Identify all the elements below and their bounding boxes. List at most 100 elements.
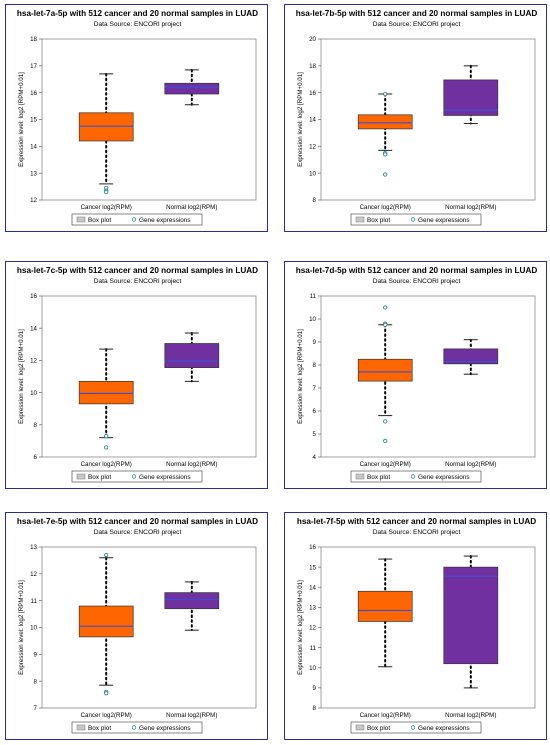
chart-subtitle: Data Source: ENCORI project	[373, 278, 461, 285]
y-tick-label: 8	[313, 705, 317, 712]
legend-box	[71, 213, 203, 226]
y-tick-label: 8	[34, 678, 38, 685]
y-tick-label: 10	[30, 625, 37, 632]
normal-category-label: Normal log2(RPM)	[445, 204, 496, 211]
legend-gene-expr-swatch	[131, 474, 137, 479]
y-tick-label: 6	[34, 454, 38, 461]
cancer-box	[78, 380, 134, 405]
cancer-category-label: Cancer log2(RPM)	[81, 712, 132, 719]
legend-gene-expr-label: Gene expressions	[418, 725, 470, 732]
y-tick-label: 16	[30, 90, 37, 97]
normal-category-label: Normal log2(RPM)	[166, 204, 217, 211]
chart-subtitle: Data Source: ENCORI project	[373, 21, 461, 28]
legend-box-plot-label: Box plot	[367, 217, 390, 224]
y-tick-label: 12	[30, 571, 37, 578]
normal-box	[164, 343, 220, 368]
chart-svg: hsa-let-7e-5p with 512 cancer and 20 nor…	[17, 517, 258, 734]
chart-panel-let-7e: hsa-let-7e-5p with 512 cancer and 20 nor…	[5, 512, 268, 740]
y-tick-label: 10	[309, 665, 316, 672]
chart-svg: hsa-let-7c-5p with 512 cancer and 20 nor…	[17, 266, 258, 483]
cancer-outlier-point	[104, 445, 109, 450]
legend-box-plot-label: Box plot	[88, 474, 111, 481]
y-tick-label: 12	[30, 197, 37, 204]
y-tick-label: 7	[313, 385, 317, 392]
normal-box	[443, 348, 499, 365]
cancer-box	[357, 590, 413, 622]
legend-gene-expr-swatch	[131, 217, 137, 222]
y-axis-label: Expression level: log2 [RPM+0.01]	[297, 72, 304, 167]
legend-box-plot-swatch	[76, 216, 86, 223]
y-tick-label: 14	[309, 584, 316, 591]
legend-box-plot-label: Box plot	[367, 474, 390, 481]
cancer-outlier-point	[383, 91, 388, 97]
y-tick-label: 10	[309, 316, 316, 323]
legend-box-plot-swatch	[355, 216, 365, 223]
chart-panel-let-7b: hsa-let-7b-5p with 512 cancer and 20 nor…	[284, 4, 547, 232]
legend-gene-expr-label: Gene expressions	[139, 725, 191, 732]
chart-title: hsa-let-7c-5p with 512 cancer and 20 nor…	[17, 266, 258, 275]
plot-area	[320, 295, 536, 458]
chart-title: hsa-let-7a-5p with 512 cancer and 20 nor…	[17, 9, 258, 18]
y-tick-label: 6	[313, 408, 317, 415]
chart-svg: hsa-let-7b-5p with 512 cancer and 20 nor…	[296, 9, 537, 226]
cancer-outlier-point	[383, 419, 388, 424]
chart-svg: hsa-let-7d-5p with 512 cancer and 20 nor…	[296, 266, 537, 483]
y-axis-label: Expression level: log2 [RPM+0.01]	[297, 329, 304, 424]
y-tick-label: 12	[30, 358, 37, 365]
legend-box-plot-label: Box plot	[88, 725, 111, 732]
cancer-category-label: Cancer log2(RPM)	[360, 204, 411, 211]
chart-svg: hsa-let-7f-5p with 512 cancer and 20 nor…	[297, 517, 536, 734]
y-tick-label: 16	[30, 293, 37, 300]
y-tick-label: 11	[310, 293, 317, 300]
y-tick-label: 14	[30, 144, 37, 151]
legend-box-plot-label: Box plot	[367, 725, 390, 732]
plot-area	[41, 546, 257, 709]
y-tick-label: 12	[309, 144, 316, 151]
y-tick-label: 11	[31, 598, 38, 605]
y-axis-label: Expression level: log2 [RPM+0.01]	[18, 329, 25, 424]
y-tick-label: 16	[309, 90, 316, 97]
plot-area	[41, 295, 257, 458]
chart-panel-let-7a: hsa-let-7a-5p with 512 cancer and 20 nor…	[5, 4, 268, 232]
y-tick-label: 18	[30, 36, 37, 43]
y-tick-label: 15	[30, 117, 37, 124]
normal-category-label: Normal log2(RPM)	[445, 461, 496, 468]
y-tick-label: 18	[309, 63, 316, 70]
cancer-outlier-point	[383, 305, 388, 310]
chart-panel-let-7f: hsa-let-7f-5p with 512 cancer and 20 nor…	[284, 512, 547, 740]
legend-box	[71, 470, 203, 483]
legend-gene-expr-swatch	[410, 725, 416, 730]
y-tick-label: 17	[30, 63, 37, 70]
y-tick-label: 4	[313, 454, 317, 461]
legend-box-plot-swatch	[76, 724, 86, 731]
y-tick-label: 10	[30, 390, 37, 397]
y-axis-label: Expression level: log2 [RPM+0.01]	[297, 580, 304, 675]
legend-box	[350, 470, 482, 483]
y-tick-label: 12	[309, 625, 316, 632]
y-tick-label: 13	[309, 605, 316, 612]
y-tick-label: 9	[313, 685, 317, 692]
y-tick-label: 16	[309, 544, 316, 551]
legend-box-plot-label: Box plot	[88, 217, 111, 224]
chart-subtitle: Data Source: ENCORI project	[94, 529, 182, 536]
y-tick-label: 15	[309, 564, 316, 571]
chart-panel-let-7c: hsa-let-7c-5p with 512 cancer and 20 nor…	[5, 261, 268, 489]
legend-gene-expr-label: Gene expressions	[418, 474, 470, 481]
cancer-box	[78, 605, 134, 638]
y-tick-label: 7	[34, 705, 38, 712]
legend-box-plot-swatch	[355, 724, 365, 731]
cancer-outlier-point	[104, 552, 109, 558]
cancer-outlier-point	[104, 433, 109, 439]
chart-panel-let-7d: hsa-let-7d-5p with 512 cancer and 20 nor…	[284, 261, 547, 489]
normal-box	[443, 79, 499, 116]
y-tick-label: 13	[30, 170, 37, 177]
y-tick-label: 11	[310, 645, 317, 652]
cancer-outlier-point	[383, 152, 388, 157]
y-tick-label: 8	[313, 197, 317, 204]
plot-area	[320, 546, 536, 709]
chart-subtitle: Data Source: ENCORI project	[373, 529, 461, 536]
cancer-outlier-point	[383, 172, 388, 177]
chart-subtitle: Data Source: ENCORI project	[94, 21, 182, 28]
normal-box	[443, 566, 499, 665]
normal-category-label: Normal log2(RPM)	[166, 712, 217, 719]
